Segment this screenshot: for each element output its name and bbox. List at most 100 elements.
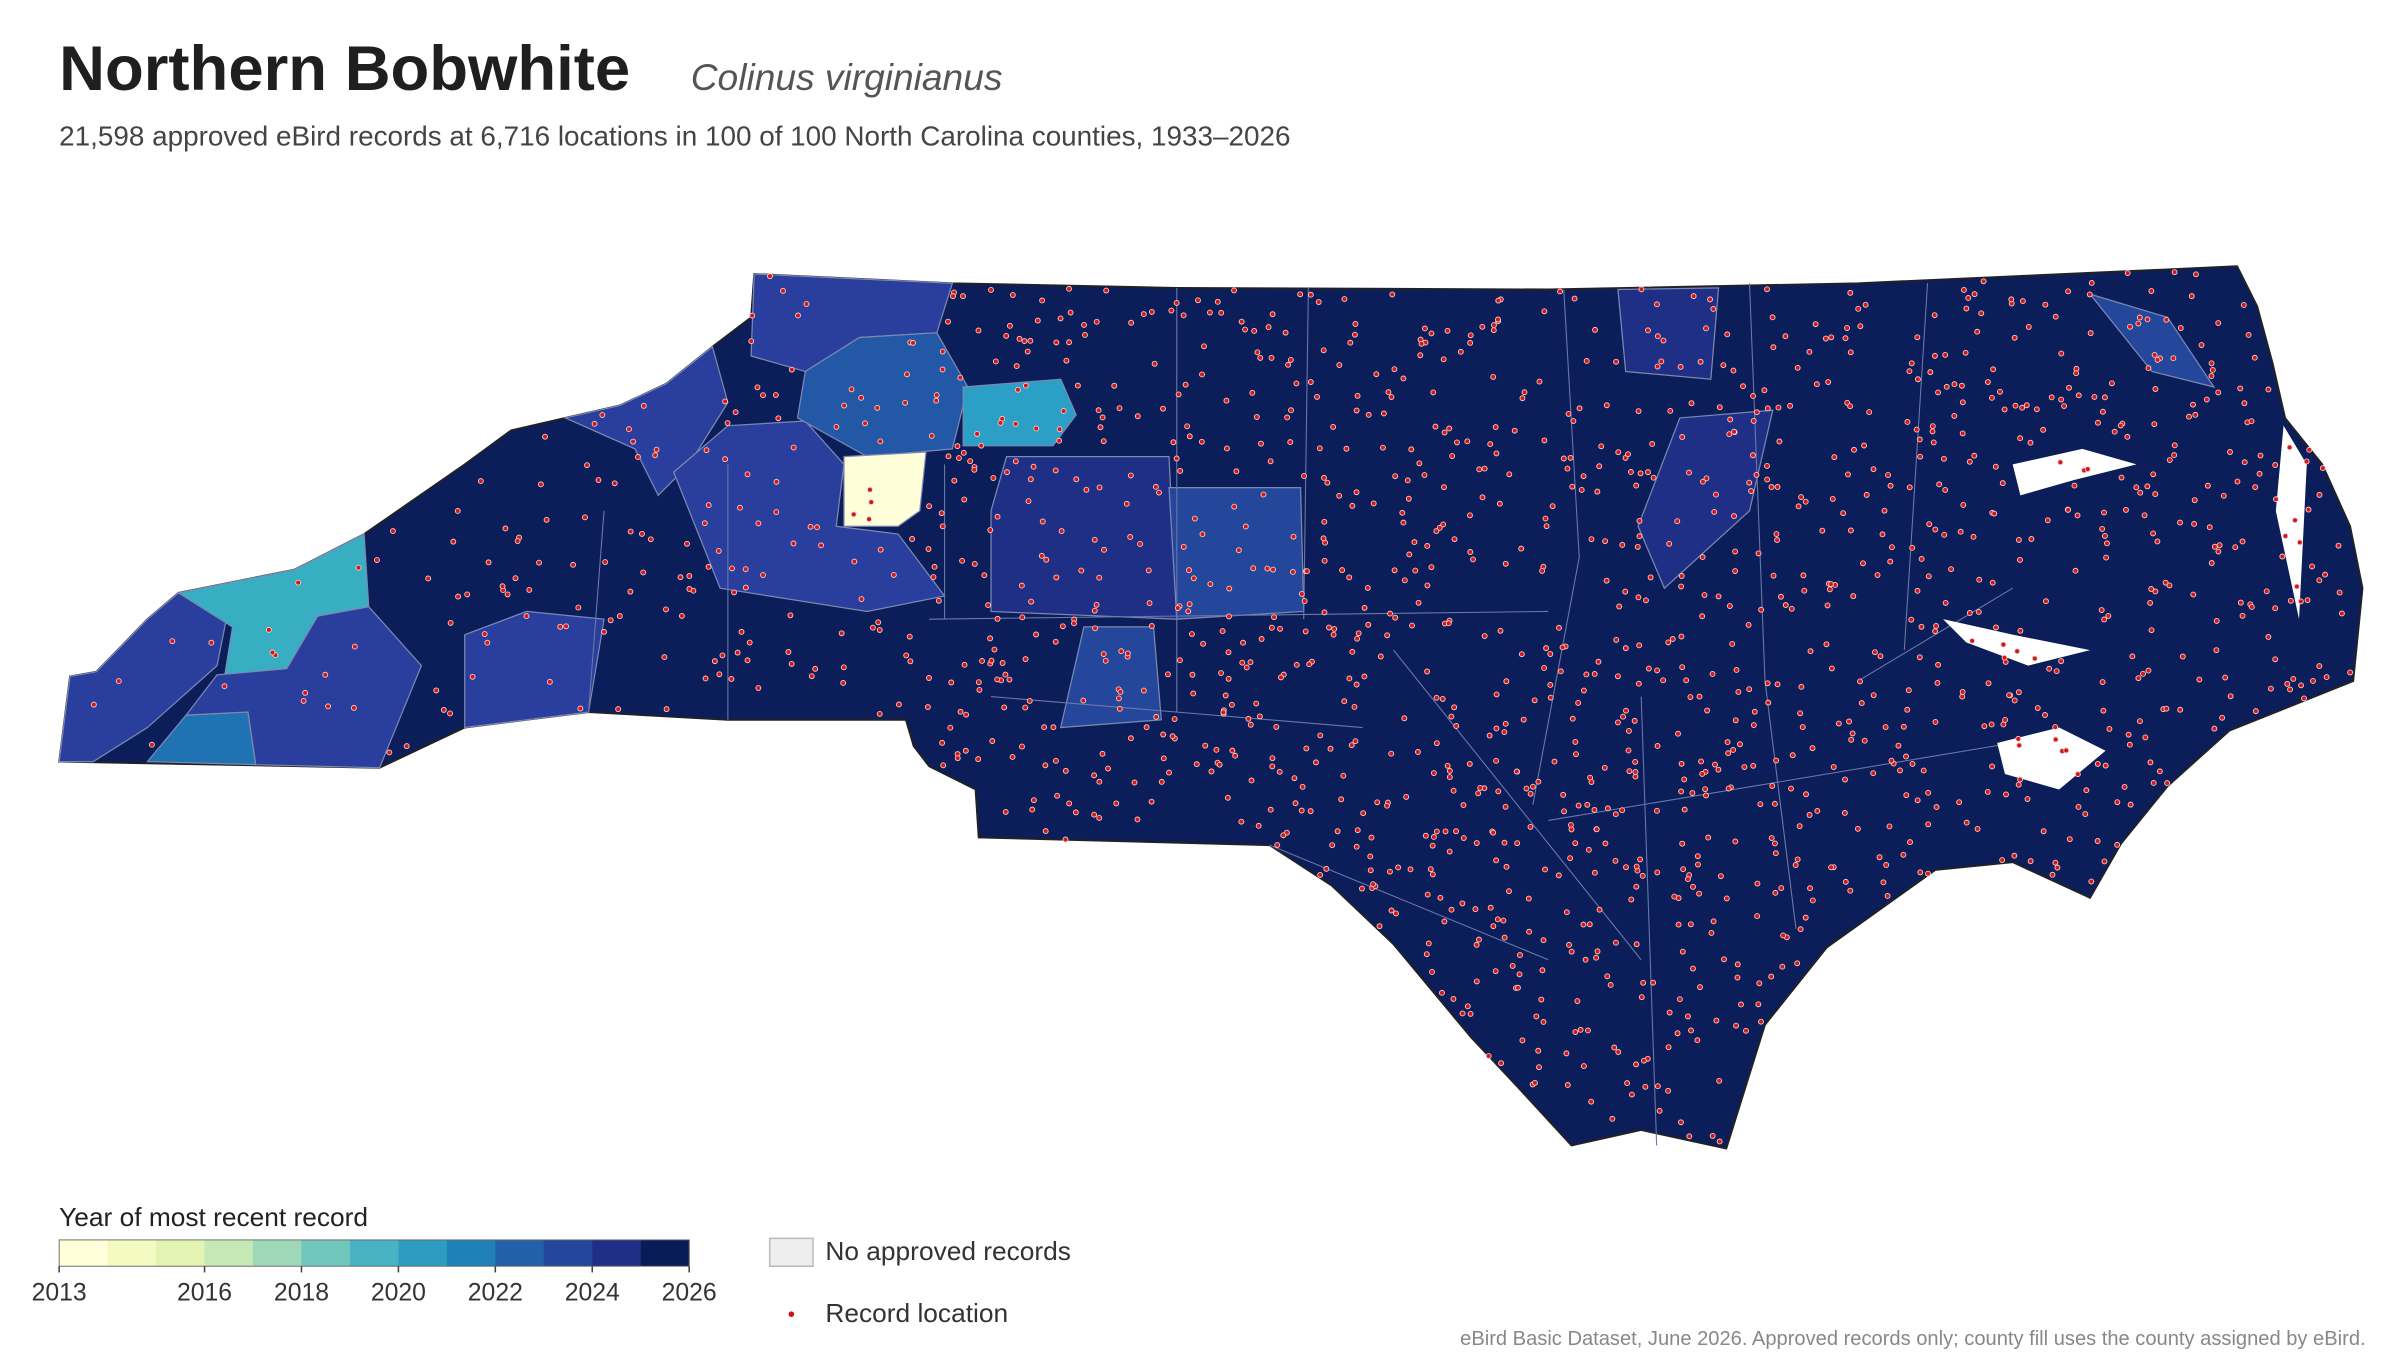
record-dot — [1127, 472, 1134, 479]
record-dot — [1066, 285, 1072, 292]
record-dot — [1734, 974, 1741, 981]
record-dot — [1297, 291, 1304, 298]
record-dot — [611, 480, 618, 487]
record-dot — [803, 301, 810, 307]
record-dot — [1540, 937, 1547, 944]
record-dot — [1819, 527, 1826, 534]
record-dot — [1943, 383, 1950, 390]
record-dot — [1764, 462, 1770, 469]
record-dot — [450, 538, 457, 545]
record-dot — [2257, 452, 2264, 459]
record-dot — [1315, 299, 1322, 305]
record-dot — [702, 675, 709, 682]
record-dot — [2088, 280, 2095, 286]
record-dot — [1934, 680, 1941, 686]
record-dot — [2252, 708, 2259, 715]
record-dot — [1301, 473, 1307, 479]
record-dot — [1667, 408, 1674, 414]
record-dot — [738, 628, 745, 635]
record-dot — [1971, 291, 1978, 298]
record-dot — [1320, 535, 1327, 542]
record-dot — [1518, 651, 1525, 658]
record-dot — [1151, 360, 1158, 367]
record-dot — [1542, 866, 1548, 873]
record-dot — [1628, 469, 1634, 475]
record-dot — [1096, 778, 1103, 785]
record-dot — [1421, 325, 1428, 332]
record-dot — [1218, 309, 1225, 316]
record-dot — [1543, 645, 1550, 652]
record-dot — [1625, 451, 1631, 458]
record-dot — [1886, 823, 1893, 830]
record-dot — [1735, 688, 1742, 695]
record-dot — [1712, 491, 1719, 498]
record-dot — [1233, 468, 1240, 475]
subtitle: 21,598 approved eBird records at 6,716 l… — [59, 121, 1290, 152]
record-dot — [1487, 441, 1494, 448]
record-dot — [1851, 446, 1857, 453]
record-dot — [903, 652, 910, 659]
record-dot — [1475, 936, 1482, 943]
record-dot — [2148, 288, 2155, 294]
record-dot — [1575, 802, 1582, 809]
record-dot — [2164, 780, 2171, 787]
record-dot — [1171, 716, 1178, 722]
record-dot — [678, 612, 685, 619]
record-dot — [975, 327, 982, 334]
record-dot — [1557, 668, 1564, 675]
record-dot — [1492, 968, 1499, 975]
record-dot — [584, 462, 590, 469]
record-dot — [1251, 328, 1258, 334]
record-dot — [1450, 995, 1457, 1002]
record-dot — [2087, 330, 2094, 337]
record-dot — [1697, 358, 1704, 365]
record-dot — [2215, 548, 2222, 555]
record-dot — [1250, 565, 1257, 572]
record-dot — [2222, 674, 2229, 681]
record-dot — [2287, 597, 2294, 604]
record-dot — [2293, 583, 2300, 590]
record-dot — [1299, 783, 1306, 790]
record-dot — [1038, 552, 1045, 559]
record-dot — [1958, 382, 1965, 389]
record-dot — [2000, 721, 2007, 728]
record-dot — [732, 409, 739, 416]
record-dot — [1879, 531, 1886, 538]
record-dot — [862, 420, 868, 427]
record-dot — [1694, 853, 1701, 860]
record-dot — [1459, 1010, 1466, 1017]
record-dot — [2166, 582, 2173, 589]
record-dot — [640, 569, 647, 576]
record-dot — [1436, 524, 1443, 531]
record-dot — [1536, 1064, 1542, 1071]
record-dot — [1849, 730, 1856, 737]
record-dot — [2208, 373, 2215, 379]
record-dot — [1565, 410, 1572, 417]
record-dot — [2117, 422, 2124, 429]
record-dot — [1477, 784, 1484, 791]
record-dot — [1208, 768, 1215, 775]
record-dot — [1959, 693, 1966, 700]
record-dot — [1824, 602, 1831, 609]
record-dot — [2129, 653, 2136, 660]
record-swatch — [788, 1311, 795, 1317]
record-dot — [481, 631, 488, 637]
record-dot — [742, 584, 749, 591]
record-dot — [1347, 339, 1354, 346]
record-dot — [962, 747, 969, 754]
record-dot — [626, 426, 632, 433]
record-dot — [1253, 700, 1260, 707]
record-dot — [2054, 864, 2061, 871]
record-dot — [1557, 288, 1563, 295]
record-dot — [2147, 599, 2154, 606]
record-dot — [1909, 544, 1916, 551]
record-dot — [1224, 794, 1231, 801]
record-dot — [954, 755, 961, 762]
record-dot — [1364, 584, 1371, 591]
record-dot — [1218, 670, 1224, 676]
record-dot — [1326, 624, 1332, 631]
record-dot — [1731, 513, 1737, 520]
record-dot — [1193, 761, 1200, 768]
record-dot — [2101, 532, 2108, 539]
record-dot — [2220, 492, 2227, 499]
